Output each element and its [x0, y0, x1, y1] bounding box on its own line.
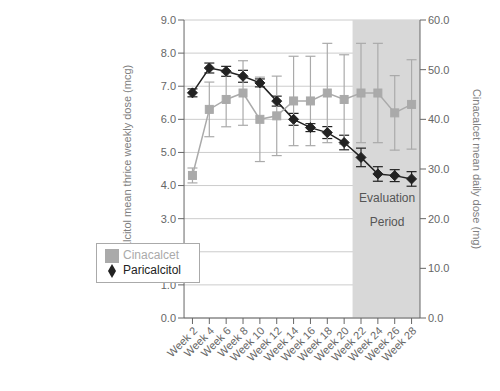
- svg-text:6.0: 6.0: [161, 113, 176, 125]
- svg-text:20.0: 20.0: [428, 213, 449, 225]
- svg-text:40.0: 40.0: [428, 113, 449, 125]
- svg-text:8.0: 8.0: [161, 47, 176, 59]
- svg-text:0.0: 0.0: [161, 312, 176, 324]
- svg-text:2.0: 2.0: [161, 246, 176, 258]
- svg-text:Evaluation: Evaluation: [359, 191, 415, 205]
- svg-text:Paricalcitol mean thrice weekl: Paricalcitol mean thrice weekly dose (mc…: [121, 65, 133, 273]
- svg-text:3.0: 3.0: [161, 213, 176, 225]
- svg-text:1.0: 1.0: [161, 279, 176, 291]
- svg-text:Cinacalcet mean daily dose (mg: Cinacalcet mean daily dose (mg): [471, 89, 483, 249]
- svg-text:60.0: 60.0: [428, 14, 449, 26]
- svg-text:50.0: 50.0: [428, 64, 449, 76]
- svg-text:Period: Period: [370, 215, 405, 229]
- svg-text:0.0: 0.0: [428, 312, 443, 324]
- svg-text:30.0: 30.0: [428, 163, 449, 175]
- svg-text:7.0: 7.0: [161, 80, 176, 92]
- svg-text:Week 28: Week 28: [379, 324, 418, 363]
- svg-text:10.0: 10.0: [428, 262, 449, 274]
- svg-text:4.0: 4.0: [161, 179, 176, 191]
- svg-text:5.0: 5.0: [161, 146, 176, 158]
- svg-text:9.0: 9.0: [161, 14, 176, 26]
